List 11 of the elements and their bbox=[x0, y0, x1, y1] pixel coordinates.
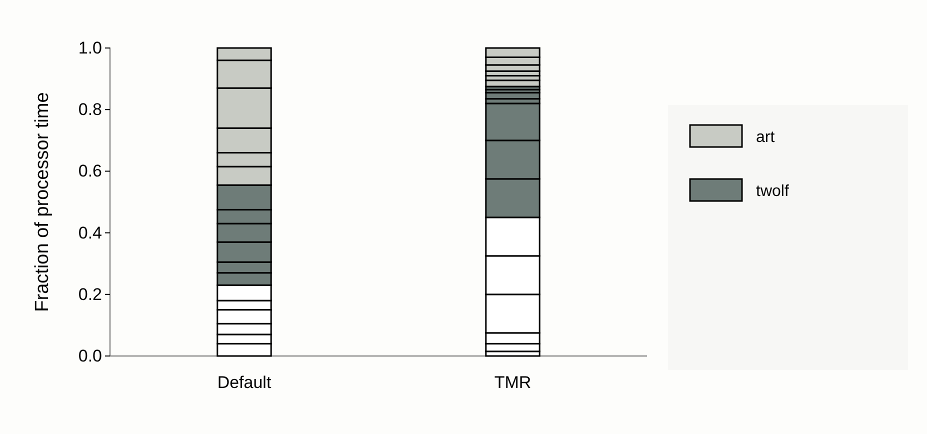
y-tick-label: 0.2 bbox=[78, 284, 102, 304]
y-tick-label: 0.6 bbox=[78, 162, 102, 181]
y-axis-title: Fraction of processor time bbox=[32, 92, 53, 312]
legend-label: art bbox=[756, 129, 776, 146]
y-tick-label: 1.0 bbox=[78, 38, 102, 58]
y-tick-label: 0.8 bbox=[78, 100, 102, 120]
y-tick-label: 0.0 bbox=[78, 346, 102, 366]
x-tick-label: Default bbox=[217, 373, 272, 392]
x-tick-label: TMR bbox=[494, 373, 532, 392]
legend-label: twolf bbox=[756, 183, 790, 200]
y-tick-label: 0.4 bbox=[78, 223, 102, 242]
